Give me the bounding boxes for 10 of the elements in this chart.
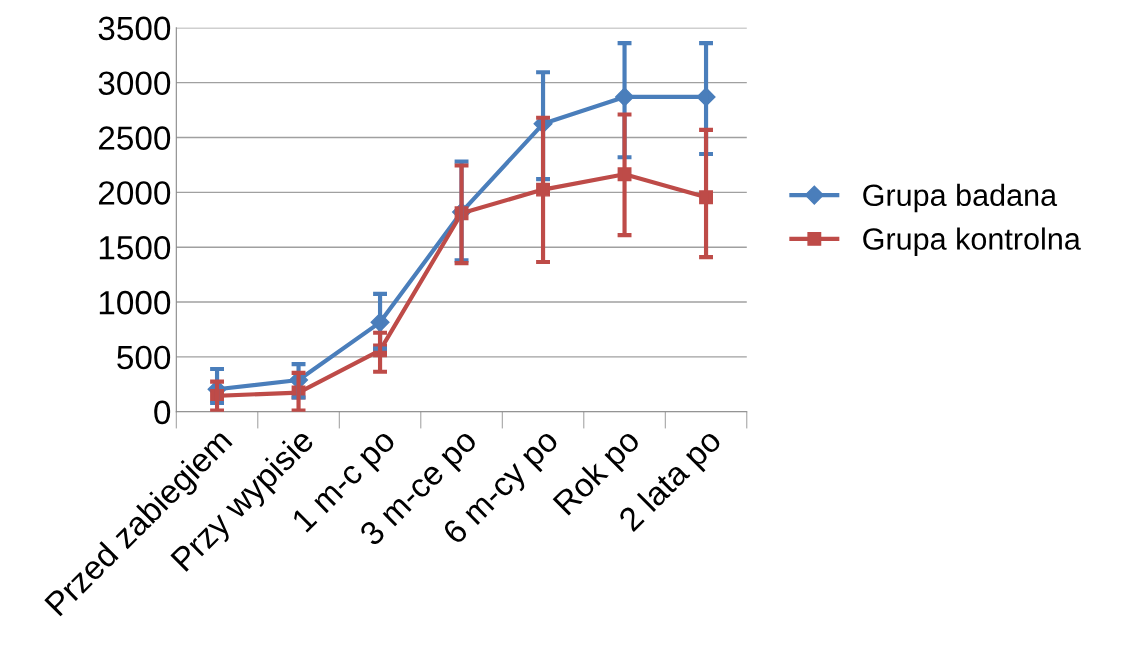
y-tick-label: 500 (117, 345, 171, 370)
legend-label: Grupa kontrolna (863, 227, 1081, 256)
y-tick-label: 3000 (98, 71, 171, 96)
y-tick-label: 3500 (98, 16, 171, 41)
y-tick-label: 2000 (98, 181, 171, 205)
y-tick-label: 0 (154, 400, 171, 425)
legend-label: Grupa badana (863, 183, 1058, 213)
y-tick-label: 2500 (98, 126, 171, 150)
y-tick-label: 1500 (99, 236, 171, 260)
y-tick-label: 1000 (99, 290, 171, 315)
